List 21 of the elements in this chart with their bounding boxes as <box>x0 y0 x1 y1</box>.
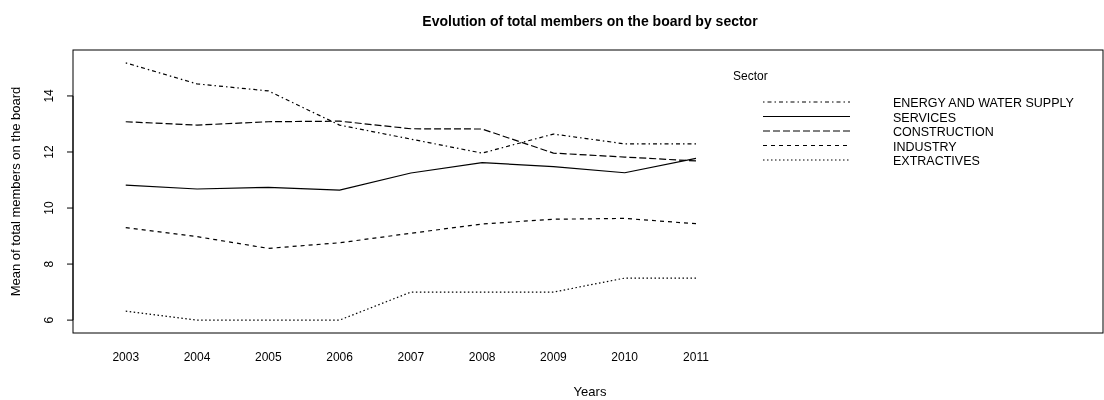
y-tick-label: 6 <box>42 316 56 324</box>
x-tick-label: 2009 <box>540 350 568 364</box>
y-tick-label: 8 <box>42 260 56 268</box>
line-series <box>125 217 697 249</box>
x-tick-label: 2008 <box>468 350 496 364</box>
legend-title: Sector <box>733 69 768 83</box>
legend: Sector ENERGY AND WATER SUPPLY SERVICES CONSTRUCTION INDUSTRY EXTRACTIVES <box>733 69 1074 168</box>
y-tick-label: 12 <box>42 145 56 159</box>
x-tick-label: 2003 <box>112 350 140 364</box>
x-tick-label: 2007 <box>397 350 425 364</box>
y-axis-title: Mean of total members on the board <box>8 86 23 297</box>
x-axis-title: Years <box>573 384 607 399</box>
y-tick-label: 10 <box>42 201 56 215</box>
chart-title: Evolution of total members on the board by sector <box>422 13 759 29</box>
x-tick-label: 2011 <box>683 350 710 364</box>
x-tick-label: 2004 <box>183 350 211 364</box>
y-tick-label: 14 <box>42 88 56 103</box>
x-tick-label: 2010 <box>611 350 639 364</box>
x-tick-label: 2005 <box>254 350 282 364</box>
x-tick-label: 2006 <box>326 350 354 364</box>
line-series <box>125 277 697 321</box>
